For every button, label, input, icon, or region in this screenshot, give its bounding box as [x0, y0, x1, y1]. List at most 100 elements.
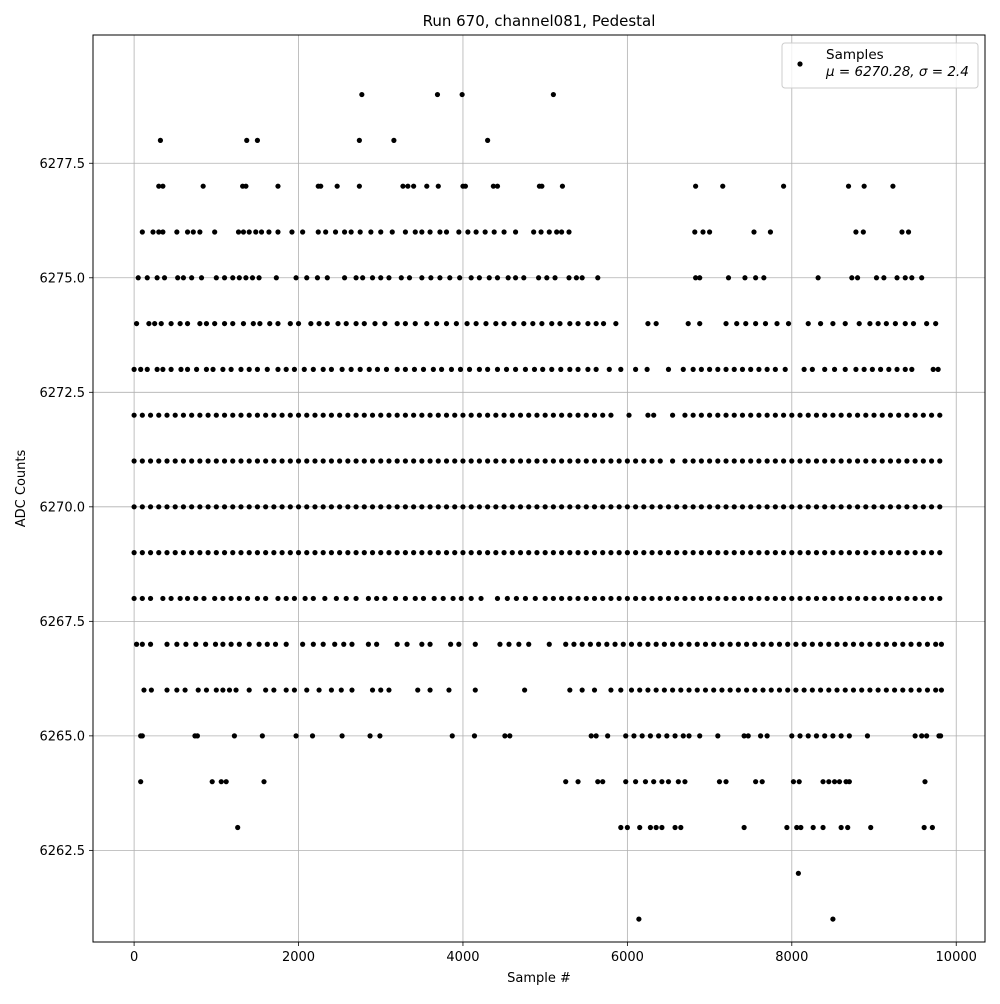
data-point: [715, 504, 721, 510]
legend-marker-icon: [797, 61, 803, 67]
data-point: [172, 412, 178, 418]
data-point: [448, 641, 454, 647]
data-point: [502, 733, 508, 739]
data-point: [838, 824, 844, 831]
data-point: [900, 687, 906, 693]
data-point: [605, 733, 611, 739]
data-point: [731, 595, 737, 602]
data-point: [575, 595, 581, 602]
data-point: [745, 733, 751, 739]
data-point: [172, 458, 178, 464]
data-point: [456, 641, 462, 647]
data-point: [546, 229, 552, 235]
data-point: [180, 550, 187, 556]
data-point: [476, 504, 482, 510]
data-point: [838, 550, 844, 556]
data-point: [254, 550, 261, 556]
data-point: [756, 550, 762, 556]
data-point: [780, 183, 787, 189]
data-point: [402, 320, 409, 327]
data-point: [516, 641, 522, 647]
data-point: [517, 458, 524, 464]
data-point: [641, 458, 647, 464]
data-point: [279, 412, 285, 418]
data-point: [805, 320, 811, 327]
data-point: [600, 504, 606, 510]
data-point: [213, 275, 219, 281]
data-point: [419, 550, 425, 556]
data-point: [246, 366, 252, 372]
data-point: [427, 412, 433, 418]
data-point: [801, 366, 807, 372]
data-point: [213, 687, 219, 693]
data-point: [412, 595, 418, 602]
data-point: [550, 550, 556, 556]
data-point: [435, 504, 441, 510]
data-point: [739, 458, 746, 464]
data-point: [427, 550, 433, 556]
data-point: [233, 687, 239, 693]
x-tick-label: 8000: [775, 950, 808, 965]
data-point: [411, 504, 417, 510]
data-point: [356, 137, 362, 143]
data-point: [826, 779, 832, 785]
data-point: [863, 458, 869, 464]
data-point: [649, 550, 655, 556]
data-point: [257, 320, 263, 327]
data-point: [690, 504, 696, 510]
data-point: [168, 366, 174, 372]
data-point: [739, 366, 746, 372]
data-point: [459, 91, 465, 98]
data-point: [809, 641, 815, 647]
data-point: [231, 733, 238, 739]
data-point: [935, 366, 941, 372]
data-point: [813, 458, 820, 464]
data-point: [189, 412, 195, 418]
data-point: [246, 229, 252, 235]
data-point: [310, 366, 316, 372]
data-point: [328, 412, 335, 418]
data-point: [618, 824, 624, 831]
data-point: [682, 595, 688, 602]
data-point: [575, 366, 581, 372]
data-point: [706, 458, 713, 464]
data-point: [731, 412, 737, 418]
data-point: [402, 458, 409, 464]
data-point: [156, 229, 162, 235]
data-point: [328, 504, 335, 510]
data-point: [419, 641, 425, 647]
data-point: [748, 504, 754, 510]
data-point: [820, 824, 826, 831]
data-point: [279, 458, 285, 464]
data-point: [359, 91, 365, 98]
data-point: [213, 412, 219, 418]
data-point: [389, 229, 395, 235]
data-point: [656, 733, 662, 739]
data-point: [692, 229, 698, 235]
data-point: [437, 275, 443, 281]
data-point: [378, 275, 384, 281]
data-point: [295, 504, 302, 510]
data-point: [468, 275, 474, 281]
data-point: [600, 595, 606, 602]
data-point: [473, 229, 479, 235]
data-point: [645, 641, 651, 647]
data-point: [542, 458, 548, 464]
data-point: [531, 229, 537, 235]
data-point: [853, 366, 859, 372]
data-point: [698, 595, 704, 602]
data-point: [682, 779, 688, 785]
data-point: [567, 687, 573, 693]
data-point: [345, 458, 351, 464]
data-point: [661, 641, 667, 647]
data-point: [928, 412, 935, 418]
data-point: [349, 687, 355, 693]
data-point: [466, 366, 473, 372]
data-point: [595, 779, 601, 785]
data-point: [780, 458, 787, 464]
data-point: [254, 595, 261, 602]
data-point: [230, 504, 236, 510]
data-point: [221, 504, 228, 510]
data-point: [337, 458, 343, 464]
